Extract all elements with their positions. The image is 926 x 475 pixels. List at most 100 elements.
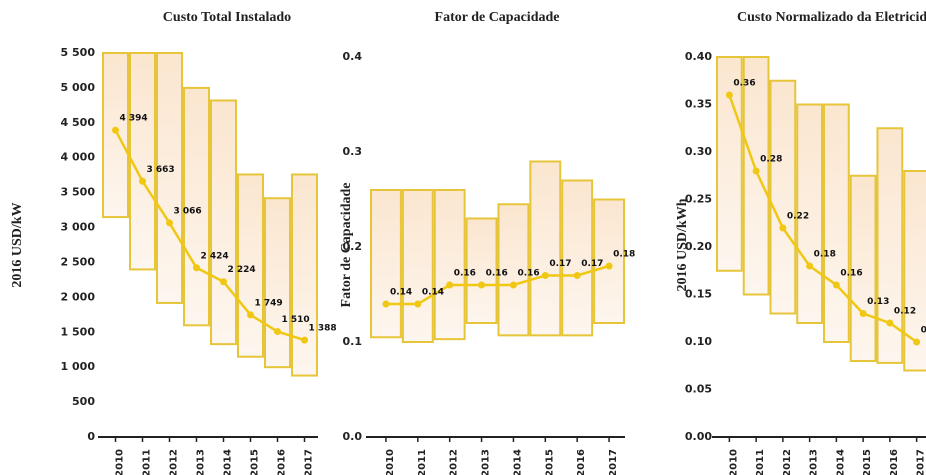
y-tick-label: 0.05 [685, 383, 712, 396]
data-label: 0.16 [454, 269, 476, 279]
point [725, 91, 733, 99]
point [859, 310, 867, 317]
range-box [593, 198, 625, 324]
range-box [823, 103, 850, 343]
point [193, 264, 200, 272]
y-tick-label: 0.1 [343, 335, 363, 348]
point [166, 219, 173, 227]
y-tick-label: 1 000 [61, 360, 96, 373]
data-label: 0.16 [840, 269, 862, 279]
x-tick-label: 2015 [544, 449, 555, 475]
range-box [102, 52, 129, 219]
data-label: 3 066 [174, 206, 202, 216]
y-axis-label: 2016 USD/kW [10, 202, 25, 287]
x-tick-label: 2010 [385, 449, 396, 475]
data-label: 0.14 [390, 288, 412, 298]
point [301, 336, 308, 344]
y-tick-label: 0.20 [685, 240, 712, 253]
chart-title: Fator de Capacidade [435, 10, 560, 25]
point [886, 319, 894, 327]
y-tick-label: 4 500 [61, 116, 96, 129]
x-tick-label: 2015 [250, 449, 261, 475]
point [913, 338, 921, 346]
data-label: 3 663 [147, 165, 175, 175]
y-tick-label: 2 000 [61, 290, 96, 303]
y-tick-label: 5 500 [61, 46, 96, 59]
data-label: 0.18 [814, 250, 836, 260]
range-box [561, 179, 594, 337]
point [382, 300, 390, 308]
point [220, 278, 227, 286]
x-tick-label: 2016 [576, 449, 587, 475]
data-label: 0.10 [921, 326, 926, 336]
data-label: 0.12 [894, 307, 916, 317]
data-label: 4 394 [120, 114, 148, 124]
x-tick-label: 2012 [169, 449, 180, 475]
y-tick-label: 0.15 [685, 288, 712, 301]
y-tick-label: 0.3 [343, 145, 363, 158]
data-label: 2 224 [228, 265, 256, 275]
x-tick-label: 2014 [835, 449, 846, 475]
x-tick-label: 2011 [417, 449, 428, 475]
range-box [849, 174, 877, 362]
range-box [529, 160, 562, 337]
x-tick-label: 2011 [755, 449, 766, 475]
range-box [156, 52, 183, 304]
data-label: 0.16 [517, 269, 539, 279]
range-box [497, 203, 530, 337]
data-label: 2 424 [201, 251, 229, 261]
data-label: 0.36 [733, 79, 755, 89]
x-tick-label: 2014 [512, 449, 523, 475]
range-box [264, 197, 291, 369]
y-tick-label: 0.0 [343, 430, 363, 443]
point [832, 281, 840, 289]
data-label: 0.17 [581, 259, 603, 269]
y-tick-label: 3 500 [61, 186, 96, 199]
data-label: 0.17 [549, 259, 571, 269]
range-box [433, 189, 466, 341]
y-tick-label: 5 000 [61, 81, 96, 94]
chart-title: Custo Total Instalado [163, 10, 291, 25]
point [112, 126, 119, 134]
chart-title: Custo Normalizado da Eletricidade [737, 10, 926, 25]
line [728, 94, 918, 344]
y-tick-label: 2 500 [61, 255, 96, 268]
line [114, 129, 305, 342]
y-tick-label: 500 [72, 395, 95, 408]
data-label: 0.18 [613, 250, 635, 260]
x-tick-label: 2017 [608, 449, 619, 475]
point [414, 300, 422, 308]
point [573, 272, 581, 279]
point [478, 281, 486, 289]
data-label: 0.16 [486, 269, 508, 279]
y-tick-label: 0.10 [685, 335, 712, 348]
y-tick-label: 1 500 [61, 325, 96, 338]
point [446, 281, 454, 289]
range-box [370, 189, 402, 339]
data-label: 0.28 [760, 155, 782, 165]
data-label: 1 388 [309, 324, 337, 334]
line [385, 264, 610, 306]
range-box [129, 52, 156, 271]
point [806, 262, 814, 270]
y-tick-label: 0.00 [685, 430, 712, 443]
range-box [716, 56, 743, 272]
y-axis-label: 2016 USD/kWh [675, 198, 690, 291]
x-tick-label: 2010 [728, 449, 739, 475]
point [139, 177, 146, 185]
y-tick-label: 0.30 [685, 145, 712, 158]
x-tick-label: 2013 [809, 449, 820, 475]
x-tick-label: 2014 [223, 449, 234, 475]
data-label: 0.13 [867, 297, 889, 307]
y-tick-label: 0.2 [343, 240, 363, 253]
x-tick-label: 2013 [196, 449, 207, 475]
x-tick-label: 2012 [449, 449, 460, 475]
range-box [291, 173, 318, 377]
data-label: 1 749 [255, 298, 283, 308]
range-box [465, 217, 498, 324]
x-tick-label: 2017 [916, 449, 926, 475]
range-box [210, 99, 237, 346]
range-box [183, 86, 210, 327]
point [247, 311, 254, 319]
y-tick-label: 0.25 [685, 193, 712, 206]
